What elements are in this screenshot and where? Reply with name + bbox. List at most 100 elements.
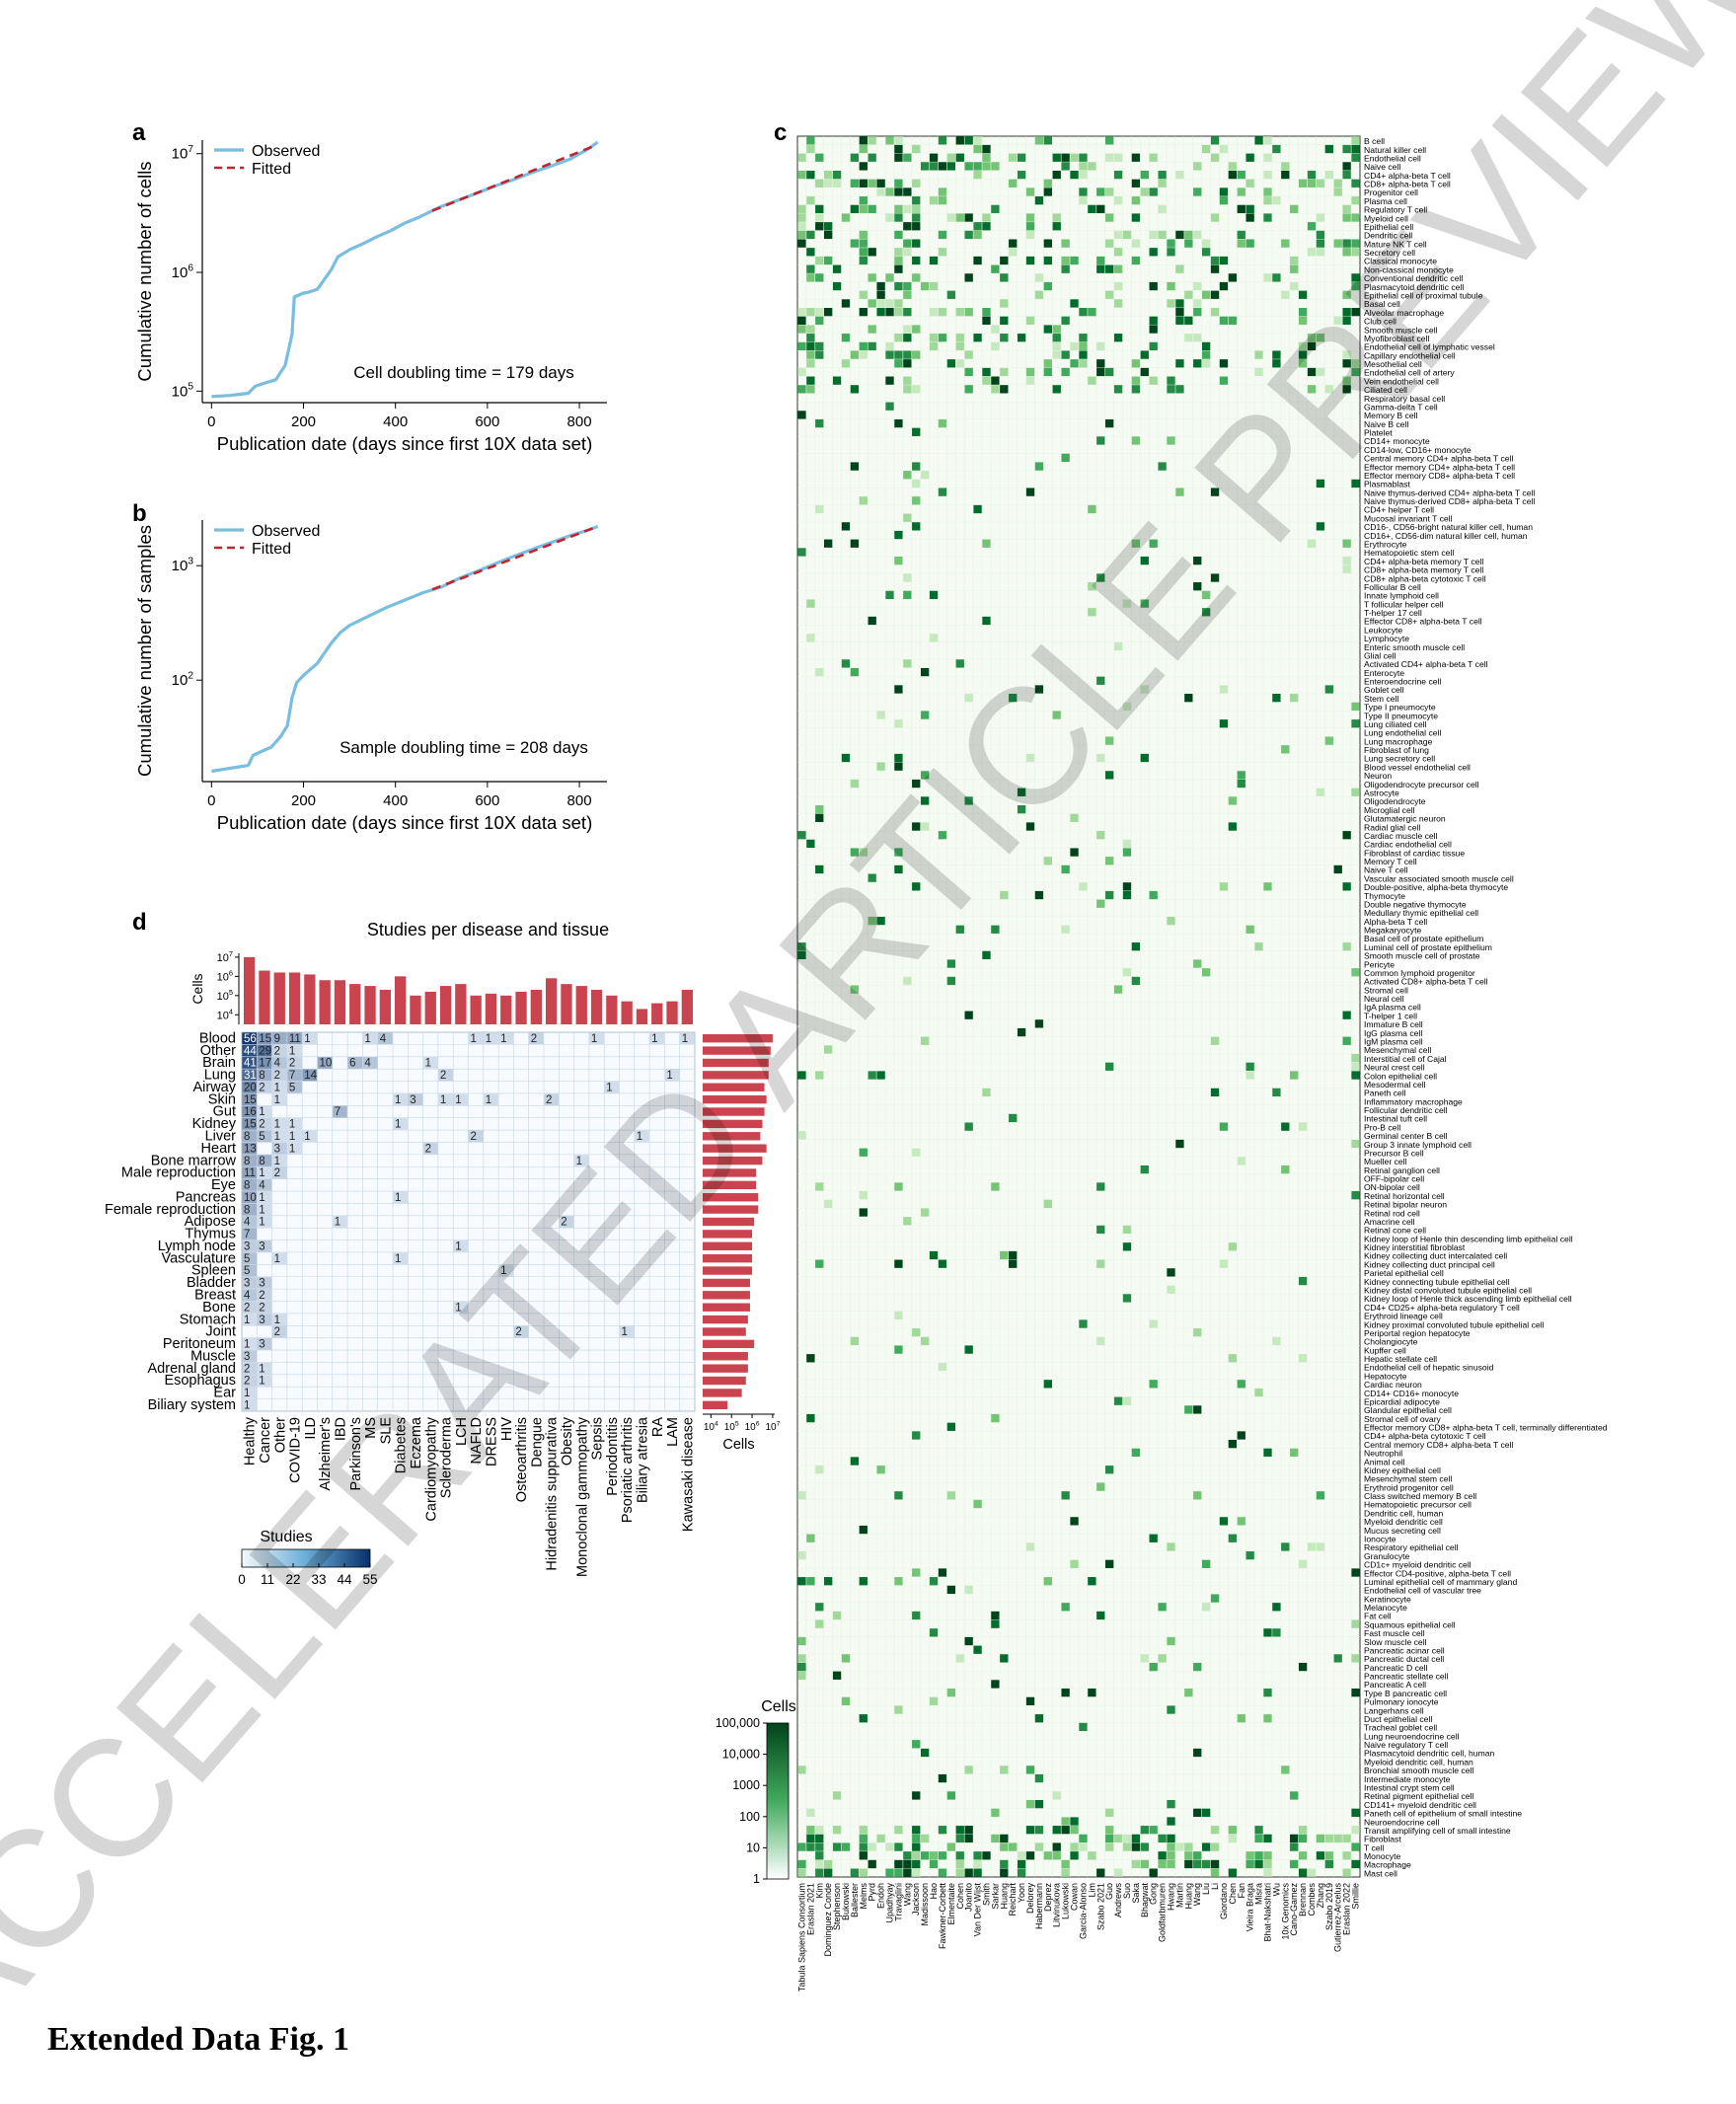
- cell-type-label: Type I pneumocyte: [1364, 703, 1436, 713]
- top-bar: [681, 989, 693, 1024]
- heatmap-c-cell: [1324, 1851, 1333, 1860]
- heatmap-c-cell: [946, 153, 956, 162]
- heatmap-c-cell: [903, 307, 912, 317]
- heatmap-c-cell: [1025, 213, 1035, 222]
- heatmap-c-cell: [964, 136, 973, 145]
- heatmap-c-cell: [859, 196, 868, 205]
- heatmap-c-cell: [859, 1714, 868, 1723]
- heatmap-c-cell: [841, 359, 851, 368]
- heatmap-c-cell: [1210, 213, 1220, 222]
- heatmap-c-cell: [1254, 1859, 1263, 1869]
- row-label: Vasculature: [162, 1250, 237, 1266]
- heatmap-c-cell: [1043, 325, 1052, 334]
- heatmap-c-cell: [991, 1834, 1000, 1843]
- heatmap-c-cell: [1140, 188, 1149, 196]
- cell-type-label: Respiratory epithelial cell: [1364, 1542, 1459, 1552]
- heatmap-c-cell: [920, 667, 930, 677]
- heatmap-c-cell: [1009, 1113, 1018, 1123]
- heatmap-c-cell: [1131, 385, 1141, 394]
- heatmap-c-cell: [1105, 736, 1114, 745]
- heatmap-c-cell: [1281, 1766, 1290, 1774]
- heatmap-c-cell: [1298, 1834, 1308, 1843]
- heatmap-c-cell: [894, 685, 903, 694]
- heatmap-cell: [287, 1032, 302, 1045]
- heatmap-cell: [529, 1032, 544, 1045]
- heatmap-cell: [362, 1057, 378, 1069]
- heatmap-c-cell: [938, 1568, 947, 1577]
- heatmap-c-cell: [894, 864, 903, 874]
- heatmap-c-cell: [1079, 341, 1088, 351]
- heatmap-c-cell: [1061, 367, 1070, 377]
- heatmap-c-cell: [1000, 1859, 1009, 1869]
- heatmap-cell-value: 3: [259, 1339, 264, 1351]
- top-bar-tick-label: 104: [217, 1007, 233, 1021]
- study-label: Habermann: [1034, 1883, 1044, 1929]
- cell-type-label: Effector memory CD4+ alpha-beta T cell: [1364, 462, 1515, 472]
- heatmap-c-cell: [1342, 170, 1351, 180]
- heatmap-c-cell: [1281, 745, 1290, 754]
- heatmap-c-cell: [824, 170, 833, 180]
- heatmap-c-cell: [1351, 1062, 1360, 1071]
- heatmap-c-cell: [1113, 230, 1123, 240]
- heatmap-c-cell: [1342, 882, 1351, 891]
- heatmap-c-cell: [806, 1413, 815, 1423]
- cell-type-label: Precursor B cell: [1364, 1148, 1424, 1158]
- heatmap-c-cell: [920, 711, 930, 719]
- heatmap-c-cell: [982, 316, 991, 325]
- cell-type-label: Fast muscle cell: [1364, 1628, 1425, 1638]
- heatmap-c-cell: [1272, 1628, 1281, 1637]
- cell-type-label: Effector CD4-positive, alpha-beta T cell: [1364, 1568, 1511, 1578]
- cell-type-label: Pancreatic stellate cell: [1364, 1672, 1449, 1682]
- heatmap-c-cell: [1113, 153, 1123, 162]
- heatmap-c-cell: [1025, 222, 1035, 231]
- cell-type-label: Granulocyte: [1364, 1551, 1410, 1561]
- cell-type-label: CD8+ alpha-beta memory T cell: [1364, 565, 1483, 575]
- cell-type-label: Kidney loop of Henle thick ascending lim…: [1364, 1294, 1572, 1304]
- side-bar-tick-label: 106: [745, 1421, 760, 1434]
- heatmap-c-cell: [929, 1859, 939, 1869]
- heatmap-c-cell: [920, 162, 930, 171]
- colorbar-tick-label: 11: [261, 1572, 274, 1587]
- heatmap-c-cell: [1052, 153, 1061, 162]
- heatmap-c-cell: [973, 504, 982, 514]
- heatmap-c-cell: [1034, 136, 1044, 145]
- row-label: Heart: [201, 1141, 236, 1157]
- heatmap-c-cell: [912, 427, 921, 436]
- heatmap-cell-value: 41: [244, 1058, 257, 1070]
- cell-type-label: Double negative thymocyte: [1364, 899, 1467, 909]
- heatmap-c-cell: [1254, 1834, 1263, 1843]
- heatmap-c-cell: [868, 299, 876, 308]
- row-label: Bone: [202, 1300, 236, 1315]
- heatmap-cell: [242, 1203, 257, 1216]
- row-label: Airway: [192, 1080, 236, 1095]
- legend-fitted-label: Fitted: [252, 161, 291, 178]
- heatmap-cell-value: 4: [244, 1290, 251, 1302]
- heatmap-cell: [242, 1118, 257, 1130]
- heatmap-cell-value: 8: [244, 1156, 250, 1167]
- heatmap-c-cell: [982, 153, 991, 162]
- cell-type-label: Thymocyte: [1364, 891, 1405, 901]
- cell-type-label: Classical monocyte: [1364, 257, 1437, 266]
- study-label: Garcia-Alonso: [1078, 1883, 1088, 1939]
- heatmap-c-cell: [1140, 753, 1149, 763]
- side-bar: [703, 1241, 753, 1250]
- heatmap-c-cell: [894, 753, 903, 763]
- heatmap-c-cell: [1122, 1225, 1132, 1235]
- heatmap-cell-value: 8: [259, 1070, 264, 1082]
- heatmap-c-cell: [1113, 1868, 1123, 1877]
- x-tick-label: 400: [383, 413, 408, 430]
- heatmap-c-cell: [1025, 188, 1035, 196]
- heatmap-c-cell: [912, 196, 921, 205]
- heatmap-c-cell: [894, 418, 903, 428]
- heatmap-c-cell: [1210, 573, 1220, 582]
- study-label: Cohen: [955, 1883, 965, 1910]
- heatmap-c-cell: [1149, 539, 1158, 548]
- top-bar: [621, 1001, 633, 1024]
- cell-type-label: CD4+ alpha-beta memory T cell: [1364, 557, 1483, 566]
- heatmap-c-cell: [946, 1791, 956, 1800]
- heatmap-c-cell: [982, 616, 991, 626]
- heatmap-c-cell: [894, 359, 903, 368]
- heatmap-c-cell: [894, 264, 903, 273]
- column-label: HIV: [499, 1417, 515, 1442]
